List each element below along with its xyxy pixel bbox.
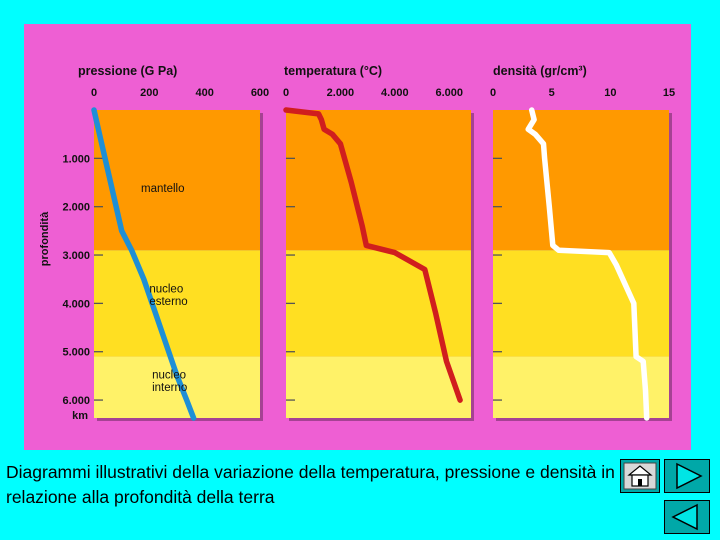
- x-tick-label: 6.000: [435, 87, 463, 99]
- x-tick-label: 400: [195, 87, 213, 99]
- home-button[interactable]: [620, 459, 660, 493]
- y-unit-label: km: [72, 410, 88, 422]
- x-tick-label: 15: [663, 87, 675, 99]
- layer-label-line: nucleo: [149, 284, 183, 296]
- layer-band-1: [493, 110, 669, 251]
- x-tick-label: 2.000: [327, 87, 355, 99]
- layer-band-2: [94, 250, 260, 357]
- x-tick-label: 0: [283, 87, 289, 99]
- layer-label: nucleo interno: [152, 369, 187, 394]
- x-tick-label: 0: [490, 87, 496, 99]
- layer-band-3: [286, 356, 471, 418]
- layer-label-line: mantello: [141, 183, 184, 195]
- panel-title: temperatura (°C): [284, 64, 382, 78]
- layer-label-line: esterno: [149, 296, 187, 308]
- layer-label-line: interno: [152, 382, 187, 394]
- layer-label: nucleo esterno: [149, 284, 187, 309]
- x-tick-label: 200: [140, 87, 158, 99]
- layer-label-line: nucleo: [152, 369, 186, 381]
- layer-band-2: [493, 250, 669, 357]
- home-icon: [623, 462, 657, 490]
- y-tick-label: 3.000: [62, 250, 90, 262]
- layer-band-1: [286, 110, 471, 251]
- panel-1: pressione (G Pa) 0 200 400 600: [78, 64, 269, 421]
- layer-band-3: [493, 356, 669, 418]
- density-line: [525, 107, 650, 421]
- panel-title: densità (gr/cm³): [493, 64, 587, 78]
- panel-2: temperatura (°C) 0 2.000 4.000 6.000: [283, 64, 474, 421]
- y-axis-label: profondità: [39, 211, 51, 266]
- layer-label: mantello: [141, 183, 184, 195]
- next-button[interactable]: [664, 459, 710, 493]
- x-tick-label: 600: [251, 87, 269, 99]
- depth-chart: pressione (G Pa) 0 200 400 600 temperatura (°…: [39, 64, 675, 422]
- panel-title: pressione (G Pa): [78, 64, 177, 78]
- temperature-line: [283, 107, 463, 403]
- next-arrow-icon: [676, 462, 703, 490]
- panel-3: densità (gr/cm³) 0 5 10 15: [490, 64, 675, 421]
- x-tick-label: 10: [604, 87, 616, 99]
- caption: Diagrammi illustrativi della variazione …: [6, 462, 615, 507]
- y-tick-label: 6.000: [62, 395, 90, 407]
- x-tick-label: 4.000: [381, 87, 409, 99]
- prev-arrow-icon: [671, 503, 698, 531]
- y-tick-label: 2.000: [62, 202, 90, 214]
- y-tick-label: 1.000: [62, 153, 90, 165]
- layer-band-3: [94, 356, 260, 418]
- y-tick-label: 5.000: [62, 347, 90, 359]
- prev-button[interactable]: [664, 500, 710, 534]
- y-tick-label: 4.000: [62, 298, 90, 310]
- figure-panel: pressione (G Pa) 0 200 400 600 temperatura (°…: [24, 24, 691, 450]
- x-tick-label: 0: [91, 87, 97, 99]
- pressure-line: [91, 107, 197, 421]
- x-tick-label: 5: [549, 87, 555, 99]
